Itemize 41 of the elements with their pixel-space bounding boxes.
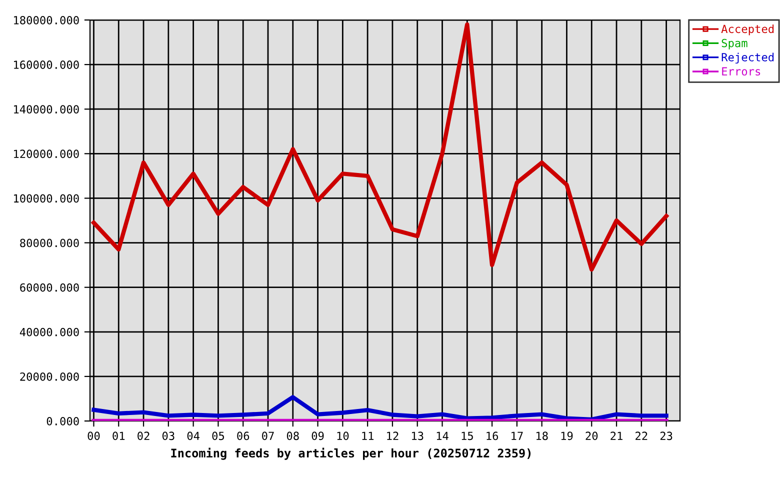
x-tick-label: 20 (586, 432, 598, 440)
x-tick-label: 03 (162, 432, 174, 440)
y-tick-label: 40000.000 (20, 328, 79, 336)
x-tick-label: 15 (462, 432, 473, 440)
x-tick-label: 02 (138, 432, 150, 440)
x-tick-label: 09 (312, 432, 324, 440)
legend-label: Errors (722, 67, 760, 76)
y-tick-label: 100000.000 (14, 194, 79, 203)
x-axis-title: Incoming feeds by articles per hour (20250712 2359) (171, 448, 531, 460)
legend-label: Accepted (721, 24, 774, 36)
x-tick-label: 08 (286, 432, 299, 440)
x-tick-label: 01 (112, 432, 125, 440)
y-tick-label: 140000.000 (14, 105, 79, 114)
x-tick-label: 22 (636, 432, 648, 440)
y-tick-label: 60000.000 (20, 283, 79, 292)
legend-label: Rejected (722, 52, 774, 64)
line-series (92, 22, 668, 272)
x-tick-label: 14 (436, 432, 448, 440)
x-tick-label: 19 (561, 432, 573, 440)
x-tick-label: 04 (187, 432, 200, 440)
y-tick-label: 80000.000 (20, 238, 79, 248)
x-tick-label: 00 (88, 432, 100, 440)
x-tick-label: 21 (610, 432, 622, 440)
legend-label: Spam (722, 38, 748, 50)
line-series (92, 395, 668, 421)
x-tick-label: 18 (536, 432, 548, 440)
x-tick-label: 06 (237, 432, 250, 440)
x-tick-label: 23 (660, 432, 672, 440)
x-tick-label: 10 (337, 432, 349, 440)
y-tick-label: 180000.000 (14, 16, 79, 24)
x-tick-label: 07 (262, 432, 274, 440)
y-tick-label: 160000.000 (14, 60, 79, 69)
x-tick-label: 11 (362, 432, 374, 440)
x-tick-label: 16 (486, 432, 498, 440)
y-tick-label: 120000.000 (14, 150, 79, 158)
x-tick-label: 17 (512, 432, 523, 440)
x-tick-label: 05 (212, 432, 224, 440)
y-tick-label: 0.000 (46, 417, 79, 426)
x-tick-label: 13 (412, 432, 424, 440)
y-tick-label: 20000.000 (20, 372, 79, 381)
x-tick-label: 12 (387, 432, 398, 440)
